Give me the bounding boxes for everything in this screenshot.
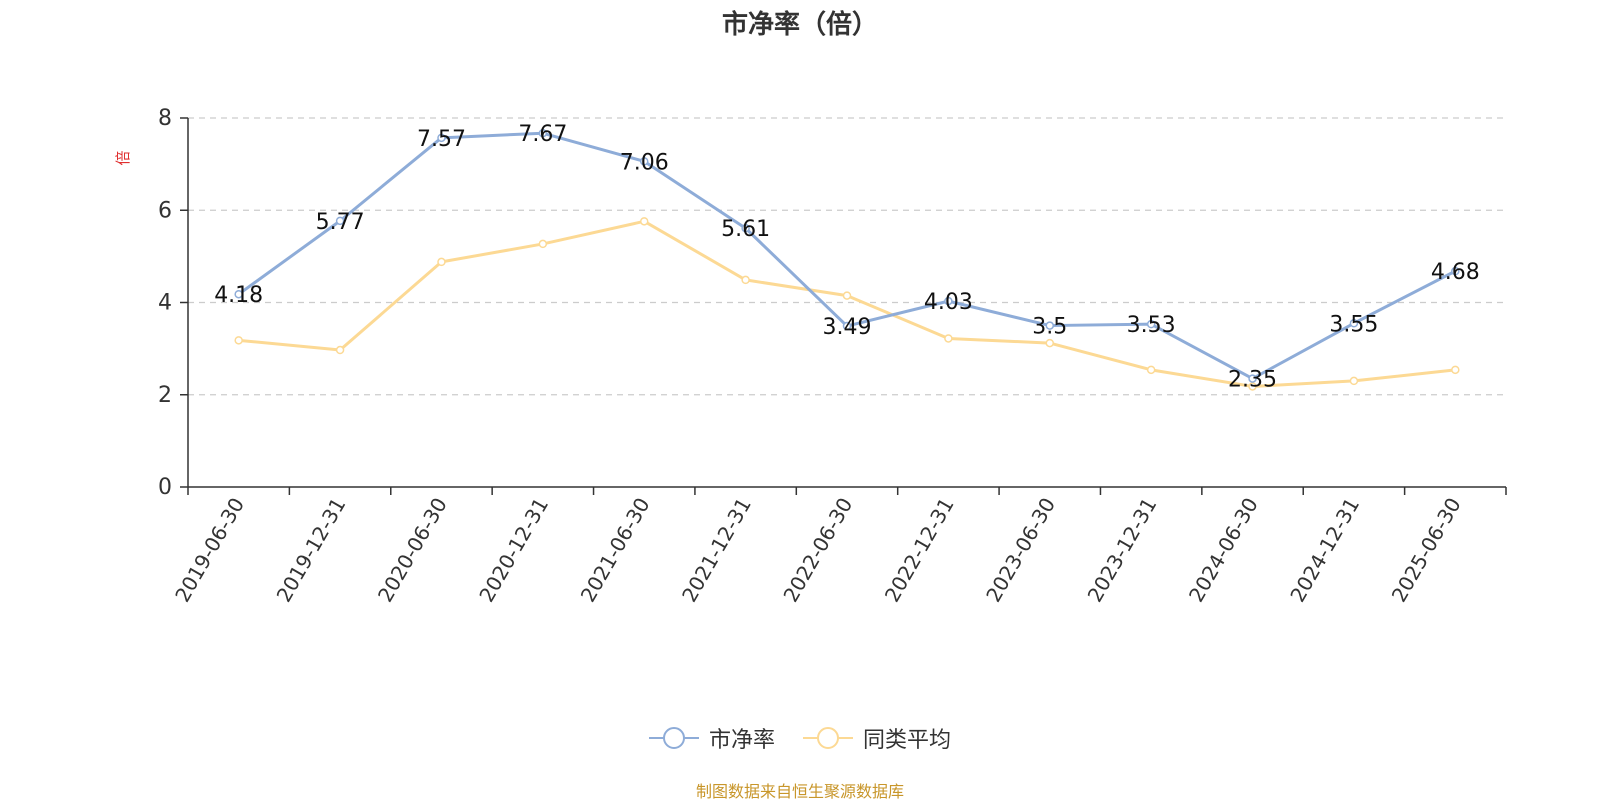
chart-title: 市净率（倍） [721,10,878,40]
legend-marker-icon [648,727,699,749]
data-point [639,157,649,166]
x-tick-label: 2023-12-31 [1083,494,1162,607]
x-tick-label: 2021-12-31 [677,494,756,607]
data-point [1248,382,1257,391]
data-point [335,216,345,226]
data-label: 2.35 [1228,368,1277,393]
series-line [237,131,1456,381]
data-label: 5.77 [316,210,365,235]
data-point [639,217,649,226]
x-tick-label: 2020-12-31 [474,494,553,607]
data-label: 4.18 [214,283,263,308]
legend-label: 市净率 [708,728,775,753]
legend-item[interactable]: 市净率 [648,722,775,754]
x-tick-label: 2021-06-30 [576,494,655,607]
y-axis-label: 倍 [114,150,132,165]
axes: 0 2 4 6 8 2019-06-30 2019-12-31 2020-06-30 2020-… [158,106,1507,607]
data-labels: 4.18 5.77 7.57 7.67 7.06 5.61 3.49 4.03 3.5 3.53 2… [214,122,1480,392]
x-tick-label: 2024-12-31 [1285,494,1364,607]
data-point [741,223,750,233]
x-tick-label: 2020-06-30 [373,494,452,607]
data-point [437,133,446,143]
data-point [1045,338,1055,348]
data-point [741,275,750,285]
x-tick-label: 2019-06-30 [170,494,249,607]
x-tick-label: 2024-06-30 [1184,494,1263,607]
data-label: 7.06 [620,150,669,175]
data-point [335,345,345,355]
grid-lines [188,117,1506,396]
series-lines [234,128,1460,391]
data-point [944,296,953,306]
data-label: 4.68 [1431,260,1480,285]
data-label: 3.49 [823,315,872,340]
data-point [538,239,548,249]
y-tick-label: 0 [158,475,172,500]
data-label: 4.03 [924,290,973,315]
y-tick-label: 8 [158,106,172,131]
data-label: 3.5 [1032,315,1067,340]
source-note: 制图数据来自恒生聚源数据库 [695,782,904,801]
data-point [1045,321,1055,330]
legend: 市净率 同类平均 [0,722,1600,754]
data-label: 7.57 [417,127,466,152]
data-label: 3.55 [1329,312,1378,337]
y-tick-label: 2 [158,383,172,408]
x-tick-label: 2019-12-31 [272,494,351,607]
legend-circle [662,727,685,749]
data-point [234,289,243,299]
data-point [234,336,243,345]
data-point [1451,365,1460,375]
data-label: 5.61 [721,217,770,242]
data-point [538,128,548,138]
x-tick-label: 2025-06-30 [1387,494,1466,607]
data-point [1349,319,1359,328]
data-point [1248,374,1257,383]
legend-label: 同类平均 [863,728,952,753]
data-point [1146,365,1156,375]
data-point [944,334,953,343]
data-point [1146,319,1156,329]
x-tick-label: 2022-06-30 [778,494,857,607]
data-point [1451,266,1460,276]
legend-circle [817,727,839,749]
data-label: 7.67 [518,122,567,147]
data-point [842,321,852,331]
data-point [842,291,852,300]
legend-marker-icon [803,727,853,749]
x-tick-label: 2022-12-31 [880,494,959,607]
data-label: 3.53 [1127,313,1176,338]
data-point [1349,376,1359,386]
series-line [238,219,1456,388]
data-point [437,257,446,267]
y-tick-label: 4 [158,291,172,316]
y-tick-label: 6 [158,198,172,223]
legend-item[interactable]: 同类平均 [803,722,951,754]
x-tick-label: 2023-06-30 [981,494,1060,607]
